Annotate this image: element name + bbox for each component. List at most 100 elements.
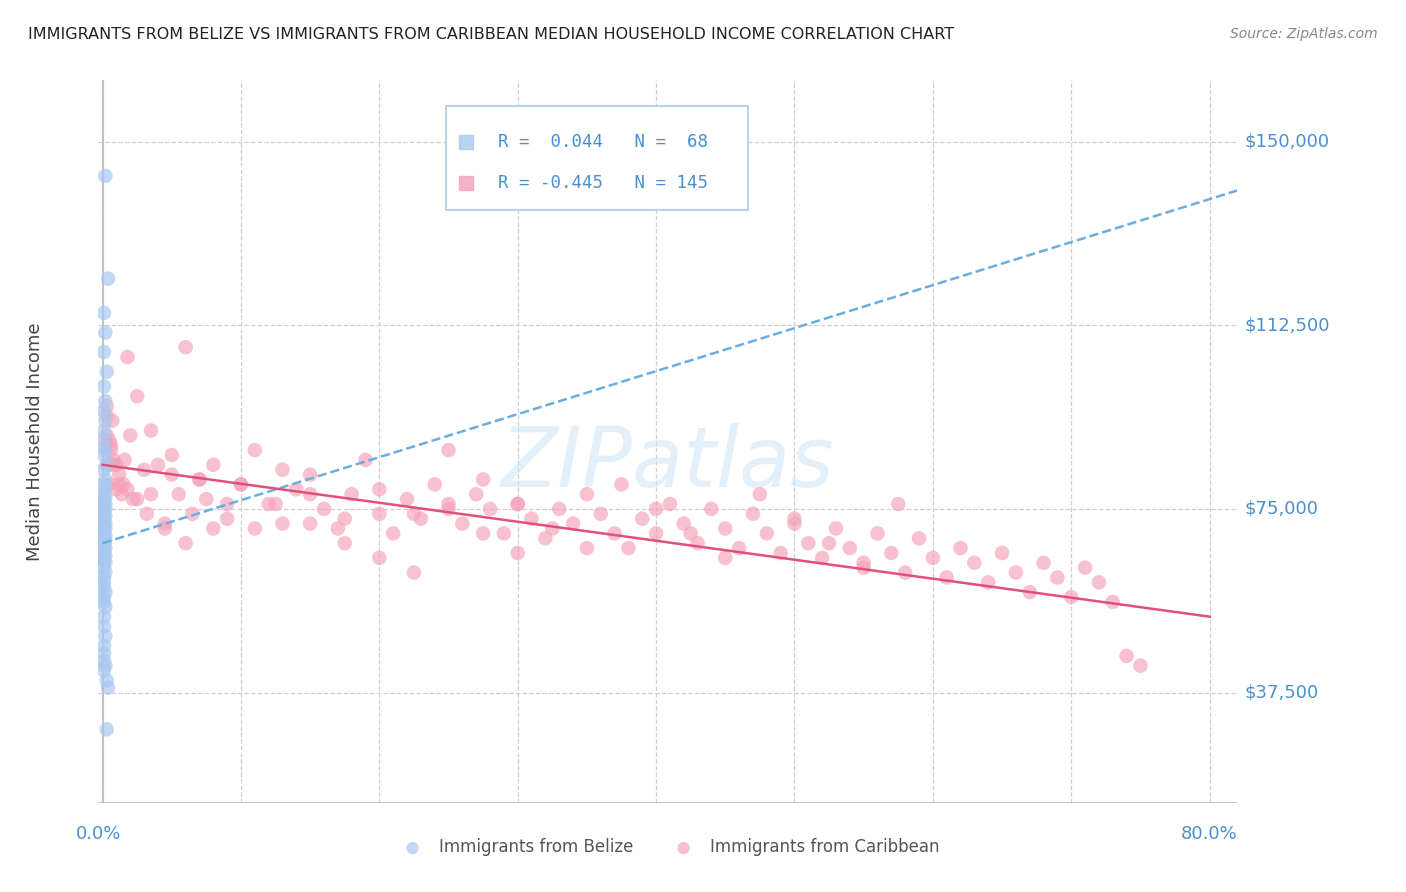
- Point: [548, 502, 571, 516]
- Point: [94, 556, 117, 570]
- Point: [94, 490, 117, 504]
- Point: [679, 526, 702, 541]
- Point: [202, 521, 225, 535]
- Point: [94, 483, 117, 497]
- Point: [96, 723, 118, 737]
- Point: [93, 543, 115, 558]
- Point: [1101, 595, 1123, 609]
- Point: [93, 539, 115, 553]
- Point: [299, 516, 322, 531]
- Point: [108, 477, 131, 491]
- Point: [977, 575, 1000, 590]
- Point: [146, 458, 169, 472]
- Point: [100, 443, 122, 458]
- Point: [94, 414, 117, 428]
- Point: [368, 483, 391, 497]
- Point: [852, 560, 875, 574]
- Point: [139, 487, 162, 501]
- Point: [700, 502, 723, 516]
- Point: [1115, 648, 1137, 663]
- Point: [94, 394, 117, 409]
- Point: [921, 550, 943, 565]
- Point: [188, 473, 211, 487]
- Point: [631, 511, 654, 525]
- Point: [202, 458, 225, 472]
- Text: $112,500: $112,500: [1244, 316, 1330, 334]
- Point: [139, 424, 162, 438]
- Point: [93, 595, 115, 609]
- Legend: Immigrants from Belize, Immigrants from Caribbean: Immigrants from Belize, Immigrants from …: [389, 831, 946, 863]
- Point: [117, 350, 139, 364]
- Point: [93, 519, 115, 533]
- Point: [217, 497, 239, 511]
- Point: [326, 521, 349, 535]
- Point: [108, 467, 131, 482]
- Point: [94, 585, 117, 599]
- Point: [93, 306, 115, 320]
- Point: [312, 502, 335, 516]
- Point: [94, 473, 117, 487]
- Point: [127, 389, 149, 403]
- Point: [93, 609, 115, 624]
- Point: [103, 453, 125, 467]
- Point: [103, 458, 125, 472]
- Point: [93, 500, 115, 514]
- Point: [98, 434, 121, 448]
- Point: [479, 502, 502, 516]
- Point: [472, 473, 495, 487]
- Point: [93, 546, 115, 560]
- Point: [93, 494, 115, 508]
- Text: R =  0.044   N =  68: R = 0.044 N = 68: [498, 133, 709, 151]
- Point: [541, 521, 564, 535]
- Point: [105, 483, 128, 497]
- Point: [174, 340, 197, 354]
- Point: [96, 399, 118, 413]
- Point: [93, 580, 115, 594]
- Point: [93, 514, 115, 528]
- Point: [402, 507, 425, 521]
- Point: [887, 497, 910, 511]
- Point: [520, 511, 543, 525]
- Point: [93, 590, 115, 604]
- Point: [575, 541, 598, 555]
- Point: [935, 570, 957, 584]
- Point: [94, 443, 117, 458]
- Point: [811, 550, 834, 565]
- Point: [93, 531, 115, 545]
- Point: [423, 477, 446, 491]
- Point: [728, 541, 751, 555]
- Point: [188, 473, 211, 487]
- Point: [93, 424, 115, 438]
- Point: [742, 507, 765, 521]
- Point: [714, 550, 737, 565]
- Point: [1032, 556, 1054, 570]
- Point: [153, 521, 176, 535]
- Point: [94, 521, 117, 535]
- Point: [437, 443, 460, 458]
- Point: [93, 524, 115, 538]
- Point: [1129, 658, 1152, 673]
- Point: [714, 521, 737, 535]
- Text: ZIPatlas: ZIPatlas: [501, 423, 835, 504]
- Point: [94, 438, 117, 452]
- Point: [96, 673, 118, 688]
- Point: [402, 566, 425, 580]
- Point: [963, 556, 986, 570]
- Point: [93, 553, 115, 567]
- Point: [114, 453, 136, 467]
- Point: [506, 497, 529, 511]
- Point: [645, 502, 668, 516]
- Point: [93, 404, 115, 418]
- Point: [437, 502, 460, 516]
- Point: [93, 575, 115, 590]
- Point: [506, 546, 529, 560]
- Point: [94, 541, 117, 555]
- Point: [93, 647, 115, 661]
- Point: [96, 428, 118, 442]
- Text: R = -0.445   N = 145: R = -0.445 N = 145: [498, 174, 709, 192]
- Point: [538, 869, 561, 883]
- Point: [153, 516, 176, 531]
- Point: [132, 463, 155, 477]
- Point: [93, 536, 115, 550]
- Point: [93, 654, 115, 668]
